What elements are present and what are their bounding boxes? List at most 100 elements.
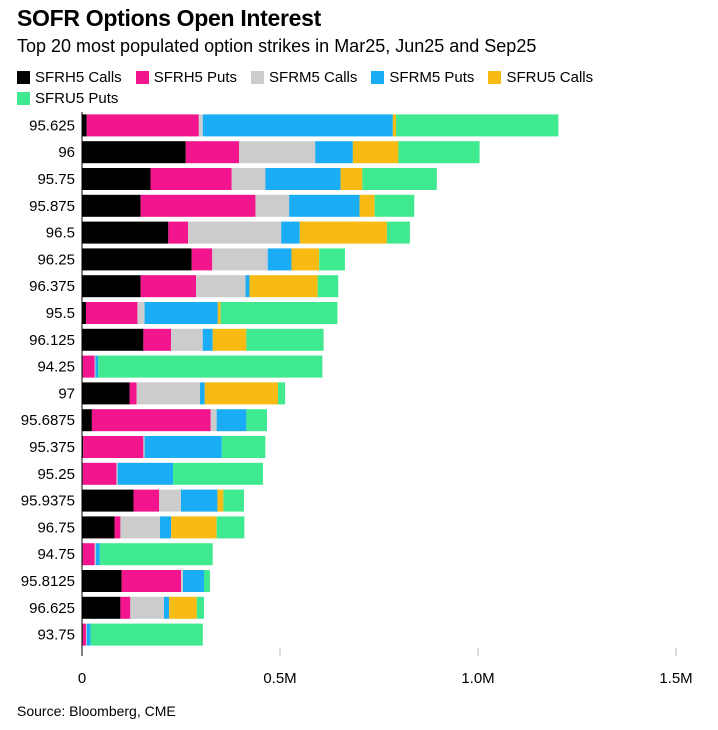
x-tick-label: 1.0M [461,670,494,687]
bar-segment [374,194,415,217]
category-label: 95.625 [29,117,75,134]
category-label: 95.25 [37,466,75,483]
bar-segment [121,570,181,592]
legend-label: SFRM5 Puts [389,69,475,86]
bar-segment [91,409,211,432]
bar-segment [200,382,205,405]
legend-item: SFRU5 Calls [488,67,593,88]
bar-segment [169,596,197,619]
bar-segment [82,462,117,485]
category-label: 96.125 [29,332,75,349]
bar-segment [120,596,131,619]
bar-segment [82,543,95,566]
x-tick-label: 0.5M [263,670,296,687]
legend-label: SFRH5 Calls [35,69,122,86]
bar-segment [94,355,96,378]
bar-segment [185,141,240,164]
source-note: Source: Bloomberg, CME [17,703,176,719]
bar-segment [291,248,320,271]
bar-segment [82,168,151,190]
bar-segment [278,382,286,405]
bar-segment [392,114,397,137]
legend-label: SFRU5 Calls [506,69,594,86]
bar-segment [95,543,100,566]
category-label: 96 [58,144,75,161]
bar-segment [82,570,122,592]
bar-segment [140,194,256,217]
bar-segment [137,302,145,324]
bar-segment [114,516,121,539]
category-label: 95.75 [37,171,75,188]
bar-segment [182,570,204,592]
bar-segment [85,623,87,646]
bar-segment [202,114,393,137]
legend-label: SFRU5 Puts [35,90,119,107]
legend-swatch [17,71,30,84]
bar-segment [86,114,199,137]
bar-segment [82,141,186,164]
legend-swatch [488,71,502,84]
bar-segment [188,221,282,244]
bar-segment [239,141,316,164]
bar-segment [82,409,92,432]
chart-legend: SFRH5 Calls SFRH5 Puts SFRM5 Calls SFRM5 Pu… [17,67,697,109]
bar-segment [217,489,224,512]
category-label: 95.375 [29,439,75,456]
bar-segment [82,194,141,217]
bar-segment [171,328,203,351]
category-label: 95.6875 [21,412,75,429]
bar-segment [289,194,360,217]
bar-segment [144,436,222,458]
bar-segment [129,382,137,405]
bar-segment [216,409,247,432]
bar-segment [136,382,201,405]
bar-segment [173,462,263,485]
bar-segment [130,596,164,619]
bar-segment [212,328,247,351]
bar-segment [249,275,318,298]
bar-segment [255,194,290,217]
category-label: 93.75 [37,627,75,644]
bar-segment [82,275,141,298]
bar-segment [198,114,203,137]
category-label: 96.75 [37,519,75,536]
bar-segment [246,409,267,432]
category-label: 96.375 [29,278,75,295]
bar-segment [398,141,480,164]
bar-segment [168,221,189,244]
bar-segment [223,489,244,512]
bar-segment [82,302,86,324]
x-tick-label: 0 [78,670,86,687]
bar-segment [95,355,99,378]
bar-segment [82,221,169,244]
legend-item: SFRH5 Puts [135,67,238,88]
bar-segment [143,436,145,458]
bar-segment [319,248,345,271]
legend-item: SFRH5 Calls [17,67,122,88]
bar-segment [150,168,232,190]
bar-segment [143,328,172,351]
bar-segment [82,328,144,351]
bar-segment [204,382,279,405]
bar-segment [171,516,217,539]
category-label: 95.8125 [21,573,75,590]
bar-segment [220,302,338,324]
legend-swatch [251,71,265,84]
legend-swatch [135,71,149,84]
category-label: 96.625 [29,600,75,617]
bar-segment [216,516,245,539]
bar-segment [159,489,181,512]
bar-segment [362,168,437,190]
bar-segment [221,436,266,458]
legend-label: SFRH5 Puts [153,69,238,86]
bar-segment [245,275,250,298]
bar-segment [202,328,213,351]
bar-segment [133,489,160,512]
legend-item: SFRM5 Calls [251,67,357,88]
bar-segment [144,302,218,324]
category-label: 95.9375 [21,493,75,510]
bar-segment [317,275,339,298]
bar-segment [82,114,87,137]
bar-segment [163,596,170,619]
